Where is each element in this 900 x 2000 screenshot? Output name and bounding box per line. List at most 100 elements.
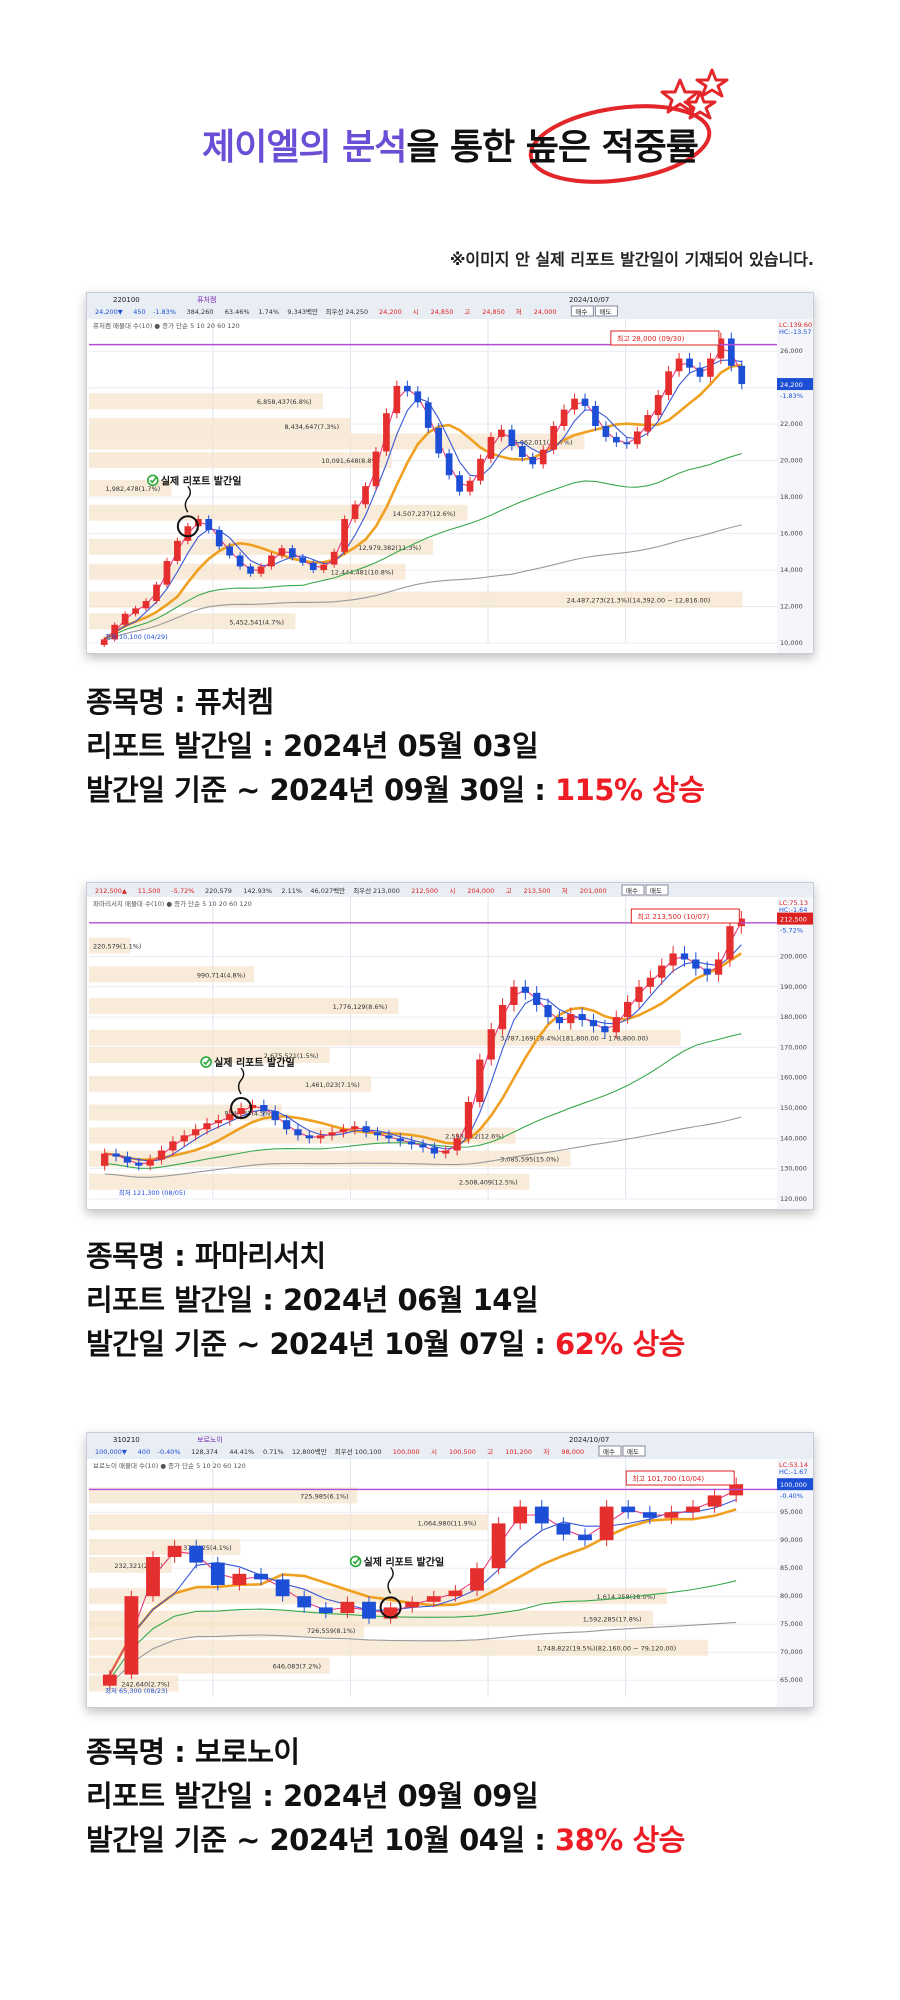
- toolbar-price-value: 2.11%: [281, 887, 302, 895]
- candle-body: [487, 1029, 495, 1060]
- toolbar-trade-button: [594, 305, 618, 317]
- toolbar-price-value: 63.46%: [225, 308, 250, 316]
- candle-body: [466, 480, 474, 492]
- ma-legend: 보로노이 매물대 수(10) ● 종가 단순 5 10 20 60 120: [93, 1461, 246, 1470]
- candle-body: [448, 1590, 463, 1597]
- candle-body: [407, 1141, 416, 1145]
- period-text: 발간일 기준 ~ 2024년 10월 07일 :: [86, 1327, 555, 1361]
- volume-profile-label: 2,598,852(12.6%): [445, 1133, 504, 1141]
- high-label: 최고 101,700 (10/04): [632, 1474, 704, 1483]
- candle-body: [260, 1105, 268, 1112]
- stock-name-line: 종목명 : 보로노이: [86, 1735, 300, 1769]
- case-info-pharmaresearch: 종목명 : 파마리서치 리포트 발간일 : 2024년 06월 14일 발간일 …: [86, 1234, 685, 1366]
- y-tick-label: 160,000: [780, 1074, 807, 1082]
- toolbar-price-value: 시: [413, 308, 419, 316]
- high-label-box: [625, 1470, 735, 1486]
- candle-body: [414, 391, 422, 403]
- period-line: 발간일 기준 ~ 2024년 10월 04일 : 38% 상승: [86, 1818, 685, 1862]
- toolbar-trade-button-label: 매도: [650, 887, 662, 895]
- toolbar-price-value: 최우선: [353, 886, 371, 895]
- candle-body: [476, 1059, 484, 1102]
- period-text: 발간일 기준 ~ 2024년 09월 30일 :: [86, 773, 555, 807]
- notice-text: ※이미지 안 실제 리포트 발간일이 기재되어 있습니다.: [449, 250, 814, 269]
- ma20-line: [108, 1508, 737, 1676]
- toolbar-price-value: 213,500: [524, 887, 551, 895]
- check-icon: [200, 1056, 212, 1068]
- stock-chart: 220100 퓨처켐 2024/10/07 24,200▼ 450 -1.83% 384,2…: [87, 293, 813, 653]
- toolbar-trade-button-label: 매수: [603, 1448, 615, 1456]
- candle-body: [254, 1573, 268, 1580]
- y-tick-label: 80,000: [780, 1592, 803, 1600]
- toolbar-price-value: -5.72%: [171, 887, 194, 895]
- toolbar-price-value: 저: [516, 307, 522, 316]
- candle-body: [275, 1579, 290, 1597]
- low-label: 최저 65,300 (08/23): [105, 1686, 168, 1695]
- price-axis: [777, 319, 813, 653]
- high-label: 최고 28,000 (09/30): [617, 334, 685, 343]
- report-date-line: 리포트 발간일 : 2024년 05월 03일: [86, 729, 539, 763]
- period-line: 발간일 기준 ~ 2024년 09월 30일 : 115% 상승: [86, 768, 705, 812]
- candle-body: [707, 1495, 722, 1507]
- volume-profile-band: [89, 433, 585, 450]
- price-axis: [777, 897, 813, 1209]
- toolbar-price-value: -1.83%: [153, 308, 176, 316]
- candle-body: [726, 926, 734, 960]
- toolbar-trade-button-label: 매도: [627, 1448, 639, 1456]
- last-price-label: 212,500: [780, 916, 807, 924]
- check-icon: [147, 474, 159, 487]
- volume-profile-label: 14,507,237(12.6%): [393, 510, 456, 518]
- toolbar-trade-button: [622, 1445, 646, 1457]
- candle-body: [529, 457, 537, 465]
- volume-profile-label: 1,592,285(17.8%): [583, 1616, 642, 1624]
- candle-body: [157, 1150, 166, 1160]
- y-tick-label: 90,000: [780, 1536, 803, 1544]
- volume-profile-label: 24,487,273(21.3%)(14,392.00 ~ 12,816.00): [567, 597, 711, 605]
- candle-body: [534, 1506, 549, 1524]
- ma60-line: [109, 1580, 737, 1680]
- toolbar-price-value: 저: [543, 1447, 549, 1456]
- candle-body: [189, 1545, 204, 1563]
- volume-profile-label: 1,461,023(7.1%): [305, 1081, 360, 1089]
- candle-body: [318, 1607, 333, 1613]
- candle-body: [669, 953, 677, 966]
- candle-body: [247, 566, 254, 574]
- period-text: 발간일 기준 ~ 2024년 10월 04일 :: [86, 1823, 555, 1857]
- y-tick-label: 20,000: [780, 457, 803, 465]
- stock-chart: 310210 보로노이 2024/10/07 100,000▼ 400 -0.40% 128…: [87, 1433, 813, 1707]
- candle-body: [599, 1506, 614, 1541]
- ma20-line: [103, 363, 742, 641]
- volume-profile-band: [89, 1639, 709, 1656]
- candle-body: [470, 1568, 484, 1591]
- volume-profile-label: 10,091,648(8.8%): [321, 457, 380, 465]
- candle-body: [426, 1596, 441, 1602]
- volume-profile-label: 6,858,437(6.8%): [257, 398, 312, 406]
- report-date-arrow-icon: [237, 1067, 245, 1095]
- candle-body: [112, 1153, 120, 1157]
- candle-body: [351, 504, 359, 519]
- axis-indicator-label: HC:-13.57: [779, 328, 812, 336]
- ma-legend: 퓨처켐 매물대 수(10) ● 종가 단순 5 10 20 60 120: [93, 321, 240, 330]
- stock-name-line: 종목명 : 파마리서치: [86, 1239, 326, 1273]
- volume-profile-label: 220,579(1.1%): [93, 943, 141, 951]
- candle-body: [571, 398, 578, 410]
- candle-body: [373, 1132, 382, 1136]
- candle-body: [556, 1523, 571, 1535]
- toolbar-price-value: 최우선: [335, 1447, 353, 1456]
- candle-body: [738, 365, 746, 385]
- candle-body: [686, 358, 693, 368]
- last-change-label: -1.83%: [780, 392, 803, 400]
- toolbar-trade-button-label: 매수: [575, 308, 587, 316]
- candle-body: [717, 338, 725, 359]
- candle-body: [623, 442, 631, 445]
- candle-body: [268, 555, 275, 567]
- candle-body: [635, 986, 643, 1002]
- ma-legend: 파마리서치 매물대 수(10) ● 종가 단순 5 10 20 60 120: [93, 899, 252, 908]
- volume-profile-band: [89, 1047, 330, 1063]
- candle-body: [692, 959, 700, 969]
- candle-body: [675, 358, 683, 372]
- candle-body: [464, 1101, 473, 1139]
- candle-body: [135, 1162, 143, 1166]
- candle-body: [550, 426, 557, 450]
- price-axis: [777, 1459, 813, 1707]
- ma120-line: [104, 1116, 742, 1178]
